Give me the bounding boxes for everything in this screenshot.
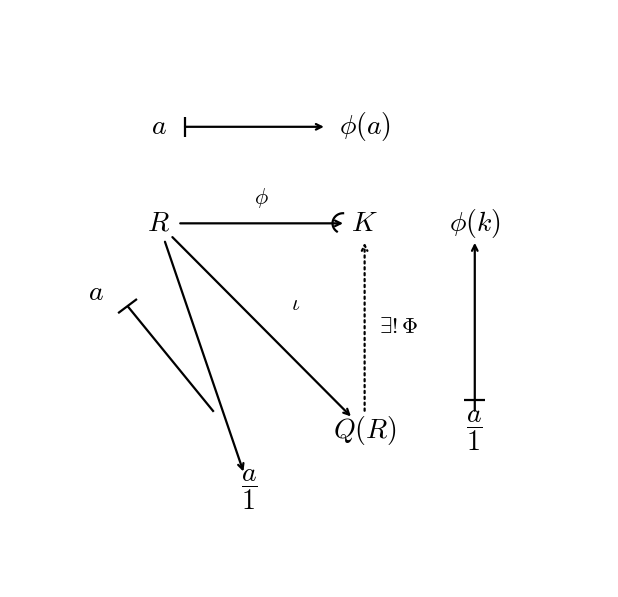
Text: $\phi$: $\phi$ [254,186,269,210]
Text: $a$: $a$ [88,279,104,306]
Text: $Q(R)$: $Q(R)$ [332,414,397,447]
Text: $\phi(k)$: $\phi(k)$ [449,207,501,240]
Text: $\dfrac{a}{1}$: $\dfrac{a}{1}$ [242,467,258,512]
Text: $\iota$: $\iota$ [290,293,300,315]
Text: $K$: $K$ [351,210,378,237]
Text: $\dfrac{a}{1}$: $\dfrac{a}{1}$ [467,408,483,453]
Text: $a$: $a$ [151,113,167,140]
Text: $\phi(a)$: $\phi(a)$ [339,110,391,143]
Text: $\exists!\Phi$: $\exists!\Phi$ [379,316,418,338]
Text: $R$: $R$ [147,210,170,237]
